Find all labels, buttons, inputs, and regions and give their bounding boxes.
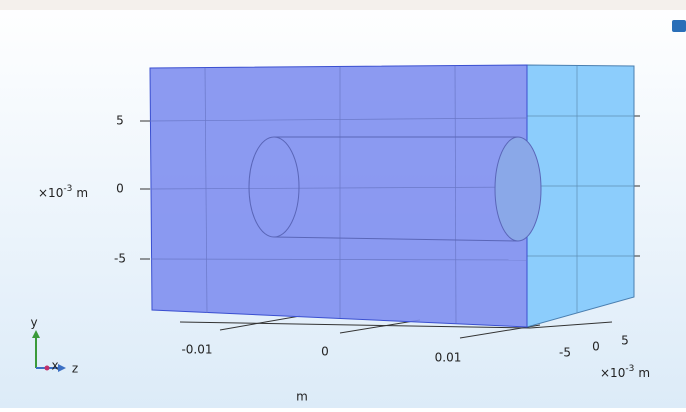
unit: m [638, 366, 650, 380]
y-unit: ×10-3 m [38, 184, 88, 200]
triad-label: y [30, 316, 37, 330]
side-face [527, 65, 634, 327]
unit-exponent: -3 [625, 364, 634, 374]
x-tick-label: 0 [321, 345, 329, 359]
z-tick-label: 0 [592, 340, 600, 354]
toolbar-strip [0, 0, 686, 10]
z-tick-label: -5 [559, 346, 571, 360]
graphics-window: 5 0 -5 ×10-3m -0.01 0 0.01 m -5 0 5 ×10-… [0, 0, 686, 408]
x-tick-label: -0.01 [181, 343, 212, 357]
unit-exponent: -3 [63, 184, 72, 194]
y-tick-label: -5 [114, 252, 126, 266]
triad-label: x [51, 359, 58, 373]
z-tick-label: 5 [621, 334, 629, 348]
z-unit: ×10-3 m [600, 364, 650, 380]
triad-label: z [72, 362, 78, 376]
unit-base: ×10 [600, 366, 625, 380]
y-tick-label: 0 [116, 182, 124, 196]
unit-base: ×10 [38, 186, 63, 200]
view-icon[interactable] [672, 20, 686, 32]
unit: m [76, 186, 88, 200]
x-unit: m [296, 390, 308, 404]
y-tick-label: 5 [116, 114, 124, 128]
x-tick-label: 0.01 [435, 351, 462, 365]
